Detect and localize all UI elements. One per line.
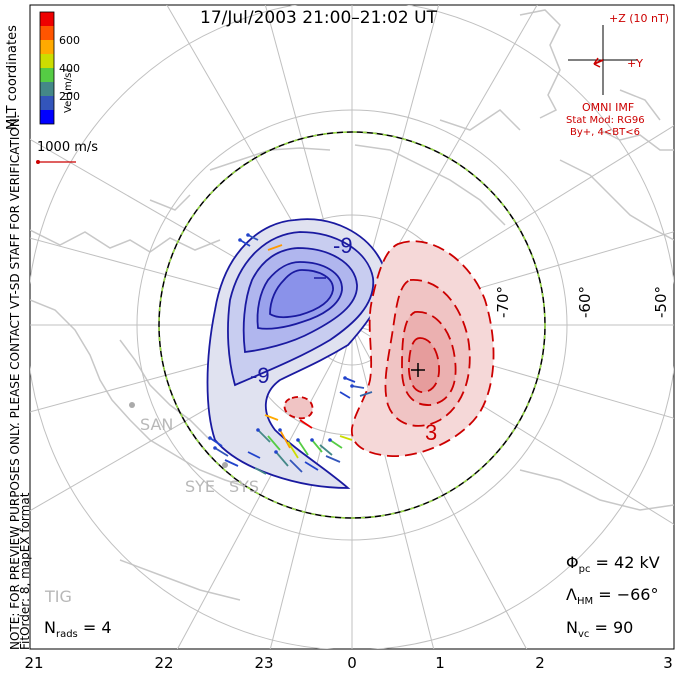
- vector-origins: [208, 233, 354, 454]
- imf-condition: By+, 4<BT<6: [570, 127, 640, 138]
- x-tick-2: 2: [535, 654, 545, 672]
- vector-scale-origin: [36, 160, 40, 164]
- n-vc: Nvc = 90: [566, 618, 634, 641]
- station-tig: TIG: [45, 587, 72, 606]
- imf-y-label: +Y: [627, 57, 643, 70]
- vector-scale-label: 1000 m/s: [37, 140, 99, 155]
- station-sys: SYS: [229, 477, 260, 496]
- x-tick-23: 23: [254, 654, 274, 672]
- x-tick-21: 21: [24, 654, 44, 672]
- small-positive-cell: [283, 396, 314, 420]
- x-tick-1: 1: [435, 654, 445, 672]
- station-sye: SYE: [185, 477, 216, 496]
- neg-contour-label-1: -9: [333, 233, 353, 258]
- lat-label-60: -60°: [576, 286, 594, 318]
- velocity-vectors: [209, 234, 373, 475]
- positive-contour-4: [407, 337, 440, 393]
- chart-title: 17/Jul/2003 21:00–21:02 UT: [200, 8, 437, 28]
- coastlines: [30, 9, 674, 601]
- station-marker-sye: [222, 462, 228, 468]
- imf-source: OMNI IMF: [582, 101, 635, 114]
- n-rads: Nrads = 4: [44, 618, 112, 641]
- x-tick-0: 0: [347, 654, 357, 672]
- lat-label-70: -70°: [494, 286, 512, 318]
- x-tick-3: 3: [663, 654, 673, 672]
- station-san: SAN: [140, 415, 174, 434]
- vel-tick-600: 600: [59, 34, 80, 47]
- phi-pc: Φpc = 42 kV: [566, 553, 660, 576]
- fit-order-note: FitOrder: 8, mapEX format: [18, 492, 32, 650]
- hm-boundary-dash: [158, 131, 546, 519]
- neg-contour-label-2: -9: [250, 363, 270, 388]
- station-marker-san: [129, 402, 135, 408]
- coordinate-system: MLT coordinates: [5, 25, 20, 130]
- pos-contour-label: 3: [425, 420, 437, 445]
- negative-contour-5: [269, 269, 334, 319]
- lambda-hm: ΛHM = −66°: [566, 585, 659, 608]
- imf-z-label: +Z (10 nT): [609, 12, 670, 25]
- x-tick-22: 22: [154, 654, 174, 672]
- velocity-color-bar: [39, 11, 55, 125]
- lat-label-50: -50°: [652, 286, 670, 318]
- vel-tick-200: 200: [59, 90, 80, 103]
- imf-model: Stat Mod: RG96: [566, 115, 645, 126]
- imf-dial: [568, 25, 638, 95]
- vel-tick-400: 400: [59, 62, 80, 75]
